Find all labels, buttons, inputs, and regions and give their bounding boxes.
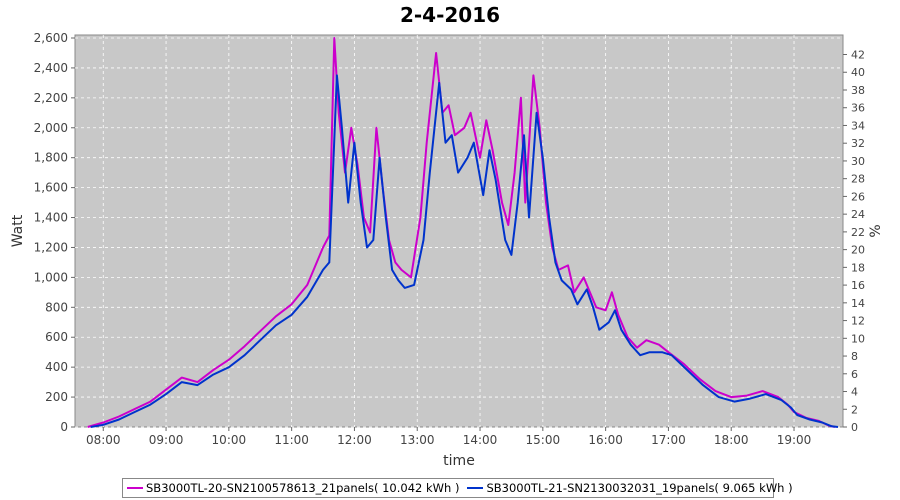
y2-tick-label: 32 [851, 137, 865, 150]
y2-tick-label: 42 [851, 49, 865, 62]
y-tick-label: 2,600 [34, 31, 68, 45]
y2-tick-label: 26 [851, 190, 865, 203]
legend: SB3000TL-20-SN2100578613_21panels( 10.04… [122, 478, 793, 498]
chart-title: 2-4-2016 [400, 3, 500, 27]
x-tick-label: 11:00 [274, 433, 309, 447]
y2-tick-label: 36 [851, 102, 865, 115]
y2-tick-label: 30 [851, 155, 865, 168]
y2-tick-label: 8 [851, 350, 858, 363]
y2-axis-label: % [868, 224, 884, 237]
x-tick-label: 15:00 [526, 433, 561, 447]
line-chart: 2-4-2016 02004006008001,0001,2001,4001,6… [10, 3, 884, 469]
x-axis-label: time [443, 453, 475, 469]
y-tick-label: 200 [45, 390, 68, 404]
legend-item: SB3000TL-21-SN2130032031_19panels( 9.065… [467, 481, 793, 495]
legend-label: SB3000TL-21-SN2130032031_19panels( 9.065… [486, 481, 793, 495]
legend-swatch [127, 487, 143, 489]
x-tick-label: 17:00 [651, 433, 686, 447]
y-axis-label: Watt [10, 214, 26, 247]
legend-label: SB3000TL-20-SN2100578613_21panels( 10.04… [146, 481, 460, 495]
y-tick-label: 2,000 [34, 121, 68, 135]
y2-tick-label: 16 [851, 279, 865, 292]
legend-item: SB3000TL-20-SN2100578613_21panels( 10.04… [127, 481, 459, 495]
y2-tick-label: 2 [851, 403, 858, 416]
y2-tick-label: 18 [851, 261, 865, 274]
x-tick-label: 18:00 [714, 433, 749, 447]
y-tick-label: 800 [45, 300, 68, 314]
y-tick-label: 1,200 [34, 240, 68, 254]
x-tick-label: 13:00 [400, 433, 435, 447]
y-tick-label: 0 [60, 420, 68, 434]
x-tick-label: 10:00 [212, 433, 247, 447]
y2-tick-label: 40 [851, 66, 865, 79]
y-tick-label: 2,400 [34, 61, 68, 75]
y2-tick-label: 34 [851, 119, 865, 132]
y2-tick-label: 24 [851, 208, 865, 221]
y2-tick-label: 6 [851, 368, 858, 381]
y2-tick-label: 10 [851, 332, 865, 345]
x-tick-label: 09:00 [149, 433, 184, 447]
y2-tick-label: 20 [851, 244, 865, 257]
y-axis-left: 0 200 400 600 800 1,000 1,200 1,400 1,600 1,800 2,… [34, 31, 75, 434]
x-tick-label: 19:00 [777, 433, 812, 447]
series-line-1 [90, 74, 839, 428]
y-tick-label: 2,200 [34, 91, 68, 105]
y2-tick-label: 14 [851, 297, 865, 310]
legend-swatch [467, 487, 484, 489]
y-tick-label: 1,600 [34, 181, 68, 195]
y-tick-label: 600 [45, 330, 68, 344]
x-tick-label: 16:00 [588, 433, 623, 447]
y-tick-label: 1,000 [34, 270, 68, 284]
y-tick-label: 400 [45, 360, 68, 374]
x-tick-label: 08:00 [86, 433, 121, 447]
plot-area [74, 34, 844, 428]
grid-lines [75, 35, 843, 428]
y2-tick-label: 4 [851, 386, 858, 399]
y2-tick-label: 28 [851, 173, 865, 186]
y2-tick-label: 38 [851, 84, 865, 97]
x-tick-label: 14:00 [463, 433, 498, 447]
y2-tick-label: 0 [851, 421, 858, 434]
y-tick-label: 1,800 [34, 151, 68, 165]
x-axis: 08:00 09:00 10:00 11:00 12:00 13:00 14:00 15:00… [86, 427, 811, 447]
y2-tick-label: 22 [851, 226, 865, 239]
x-tick-label: 12:00 [337, 433, 372, 447]
y2-tick-label: 12 [851, 315, 865, 328]
y-tick-label: 1,400 [34, 211, 68, 225]
series-layer [87, 37, 839, 428]
